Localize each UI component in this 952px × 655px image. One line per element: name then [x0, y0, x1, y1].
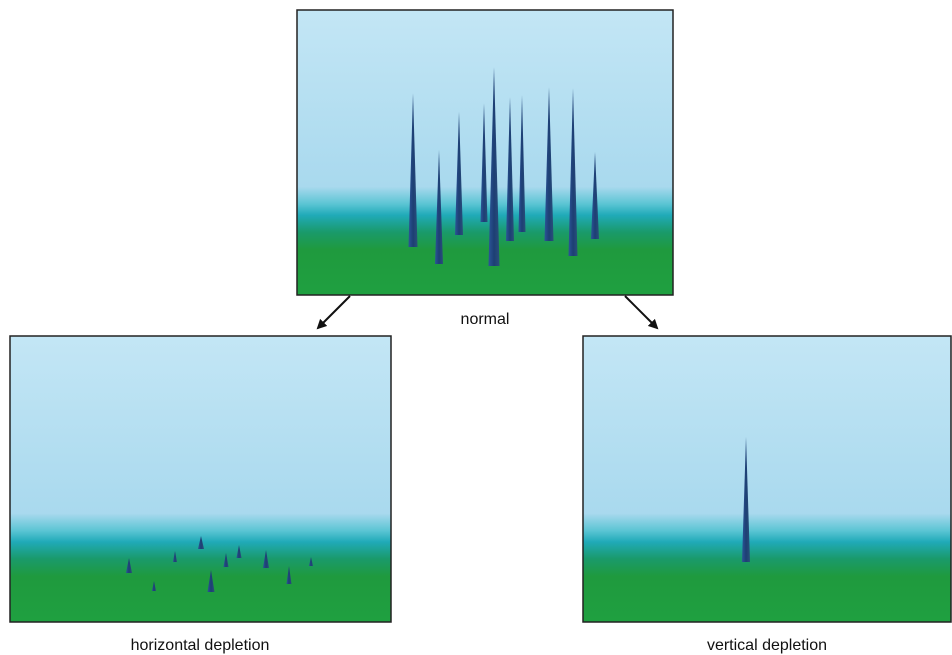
spike [480, 103, 488, 222]
spike [207, 570, 215, 592]
spike [518, 95, 526, 232]
spike [591, 152, 599, 239]
spike [223, 553, 229, 567]
spike [435, 150, 443, 264]
spike [126, 558, 132, 573]
horizontal-panel [9, 335, 392, 623]
spike [506, 97, 514, 241]
panel-label: horizontal depletion [131, 637, 270, 654]
vertical-panel [582, 335, 952, 623]
spike [742, 437, 750, 562]
spike [236, 545, 242, 558]
spike [544, 87, 554, 241]
spike [408, 93, 418, 247]
panel-label: vertical depletion [707, 637, 827, 654]
spike [198, 536, 204, 549]
arrow [624, 295, 659, 330]
spike [488, 67, 500, 266]
spikes [126, 67, 750, 592]
spike [286, 566, 292, 584]
spike [173, 551, 177, 562]
spike [152, 581, 156, 591]
arrow [316, 295, 351, 330]
spike [568, 88, 578, 256]
spike [455, 112, 463, 235]
panel-label: normal [461, 311, 510, 328]
spike [309, 557, 313, 566]
spike [263, 550, 269, 568]
